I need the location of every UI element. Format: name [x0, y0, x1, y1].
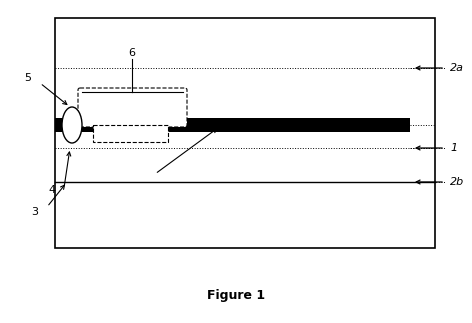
- Bar: [55, 18, 435, 248]
- Text: 3: 3: [32, 207, 39, 217]
- FancyBboxPatch shape: [78, 88, 187, 127]
- Text: Figure 1: Figure 1: [207, 288, 265, 301]
- Bar: [93, 125, 168, 142]
- Text: 1: 1: [450, 143, 457, 153]
- Text: 6: 6: [128, 48, 135, 58]
- Text: 2a: 2a: [450, 63, 464, 73]
- Ellipse shape: [62, 107, 82, 143]
- Bar: [55, 118, 410, 132]
- Text: 2b: 2b: [450, 177, 464, 187]
- Text: 5: 5: [25, 73, 32, 83]
- Text: 4: 4: [49, 185, 56, 195]
